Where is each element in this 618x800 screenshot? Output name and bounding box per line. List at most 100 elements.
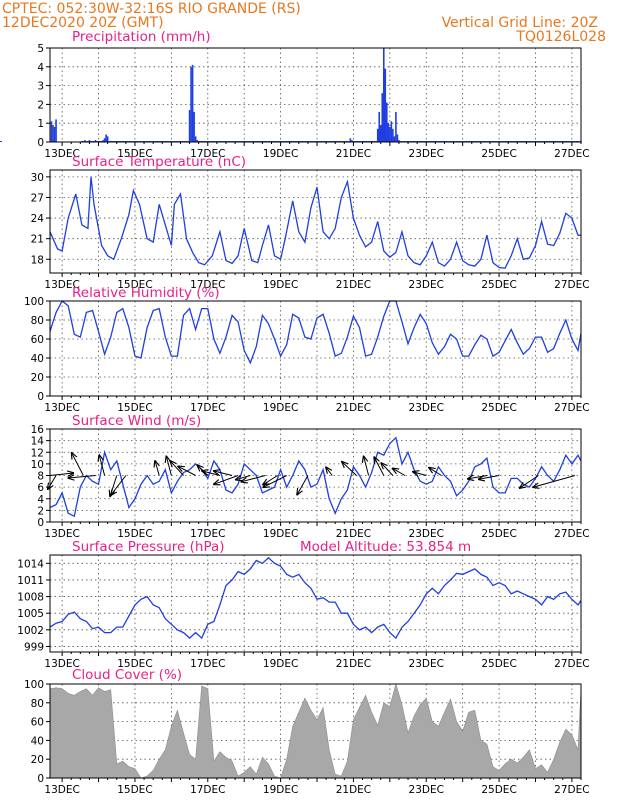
wind-ytick-label: 8	[37, 471, 44, 483]
pressure-xtick-label: 17DEC	[190, 658, 225, 670]
cloud-ytick-label: 80	[31, 698, 44, 710]
temp-ytick-label: 30	[31, 172, 44, 184]
cloud-xtick-label: 15DEC	[117, 784, 152, 796]
rh-ytick-label: 60	[31, 334, 44, 346]
pressure-xtick-label: 23DEC	[409, 658, 444, 670]
cloud-ytick-label: 60	[31, 717, 44, 729]
precip-xtick-label: 21DEC	[336, 148, 371, 160]
precip-bar	[84, 140, 86, 142]
precip-ytick-label: 4	[37, 62, 44, 74]
rh-ytick-label: 80	[31, 315, 44, 327]
wind-xtick-label: 23DEC	[409, 528, 444, 540]
wind-ytick-label: 6	[37, 482, 44, 494]
precip-xtick-label: 23DEC	[409, 148, 444, 160]
wind-ytick-label: 4	[37, 494, 44, 506]
pressure-title: Surface Pressure (hPa)	[72, 539, 225, 555]
pressure-ytick-label: 1014	[17, 558, 44, 570]
wind-vector	[48, 475, 57, 490]
precip-bar	[387, 123, 390, 142]
cloud-xtick-label: 23DEC	[409, 784, 444, 796]
wind-xtick-label: 25DEC	[481, 528, 516, 540]
cloud-xtick-label: 25DEC	[481, 784, 516, 796]
precip-bar	[384, 68, 387, 142]
precip-bar	[395, 111, 397, 142]
precip-bar	[389, 126, 391, 142]
wind-xtick-label: 21DEC	[336, 528, 371, 540]
rh-frame	[49, 300, 582, 397]
pressure-xtick-label: 13DEC	[44, 658, 79, 670]
pressure-xtick-label: 21DEC	[336, 658, 371, 670]
precip-bar	[349, 138, 352, 142]
precip-bar	[379, 125, 382, 142]
wind-ytick-label: 14	[31, 436, 45, 448]
precip-bar	[191, 64, 194, 142]
precip-bar	[106, 136, 109, 142]
precip-ytick-label: 2	[37, 99, 44, 111]
rh-xtick-label: 13DEC	[44, 402, 79, 414]
wind-vector	[99, 455, 106, 476]
wind-ytick-label: 2	[37, 505, 44, 517]
precip-xtick-label: 17DEC	[190, 148, 225, 160]
header-datetime: 12DEC2020 20Z (GMT)	[2, 15, 164, 31]
wind-vector	[49, 473, 74, 476]
cloud-ytick-label: 0	[37, 773, 44, 785]
wind-vector	[241, 475, 266, 482]
precip-bar	[386, 102, 388, 142]
header-location: CPTEC: 052:30W-32:16S RIO GRANDE (RS)	[2, 1, 301, 17]
precip-bar	[351, 140, 353, 142]
precip-bar	[378, 111, 381, 142]
header-code: TQ0126L028	[515, 29, 606, 45]
precip-xtick-label: 13DEC	[44, 148, 79, 160]
rh-ytick-label: 20	[31, 372, 44, 384]
temp-ytick-label: 24	[31, 213, 45, 225]
rh-xtick-label: 15DEC	[117, 402, 152, 414]
precip-bar	[390, 121, 393, 142]
rh-xtick-label: 19DEC	[263, 402, 298, 414]
temp-ytick-label: 27	[31, 192, 44, 204]
temp-title: Surface Temperature (nC)	[72, 154, 246, 170]
pressure-series-line	[49, 556, 582, 640]
temp-xtick-label: 25DEC	[481, 279, 516, 291]
wind-xtick-label: 27DEC	[554, 528, 589, 540]
wind-series-line	[49, 436, 582, 518]
precip-bar	[392, 128, 394, 142]
precip-bar	[376, 128, 379, 142]
wind-vector	[413, 472, 427, 476]
rh-ytick-label: 100	[24, 296, 44, 308]
pressure-xtick-label: 15DEC	[117, 658, 152, 670]
precip-bar	[382, 48, 385, 142]
wind-vector	[72, 453, 84, 476]
wind-vector	[533, 475, 576, 488]
pressure-ytick-label: 1011	[17, 575, 44, 587]
wind-vector	[178, 466, 196, 476]
cloud-xtick-label: 27DEC	[554, 784, 589, 796]
wind-vector	[342, 462, 357, 476]
precip-bar	[102, 140, 104, 142]
wind-vector	[155, 461, 159, 476]
wind-vector	[263, 475, 287, 488]
rh-xtick-label: 25DEC	[481, 402, 516, 414]
rh-series-line	[49, 300, 582, 365]
wind-vector	[297, 475, 309, 495]
wind-xtick-label: 17DEC	[190, 528, 225, 540]
precip-bar	[105, 134, 107, 142]
temp-xtick-label: 21DEC	[336, 279, 371, 291]
pressure-frame	[49, 554, 582, 653]
temp-ytick-label: 21	[31, 234, 44, 246]
rh-title: Relative Humidity (%)	[72, 285, 220, 301]
precip-panel: Precipitation (mm/h) 0 1 2 3 4 5 13DEC 15DEC 17DE…	[0, 29, 590, 160]
wind-vector	[214, 471, 233, 476]
precip-ytick-label: 3	[37, 81, 44, 93]
wind-title: Surface Wind (m/s)	[72, 413, 201, 429]
precip-bar	[88, 140, 91, 142]
pressure-ytick-label: 999	[24, 641, 44, 653]
precip-ytick-label: 1	[37, 118, 44, 130]
wind-ytick-label: 0	[37, 517, 44, 529]
precip-xtick-label: 15DEC	[117, 148, 152, 160]
precip-ytick-label: 0	[37, 137, 44, 149]
wind-vector	[111, 475, 127, 496]
cloud-ytick-label: 20	[31, 754, 44, 766]
